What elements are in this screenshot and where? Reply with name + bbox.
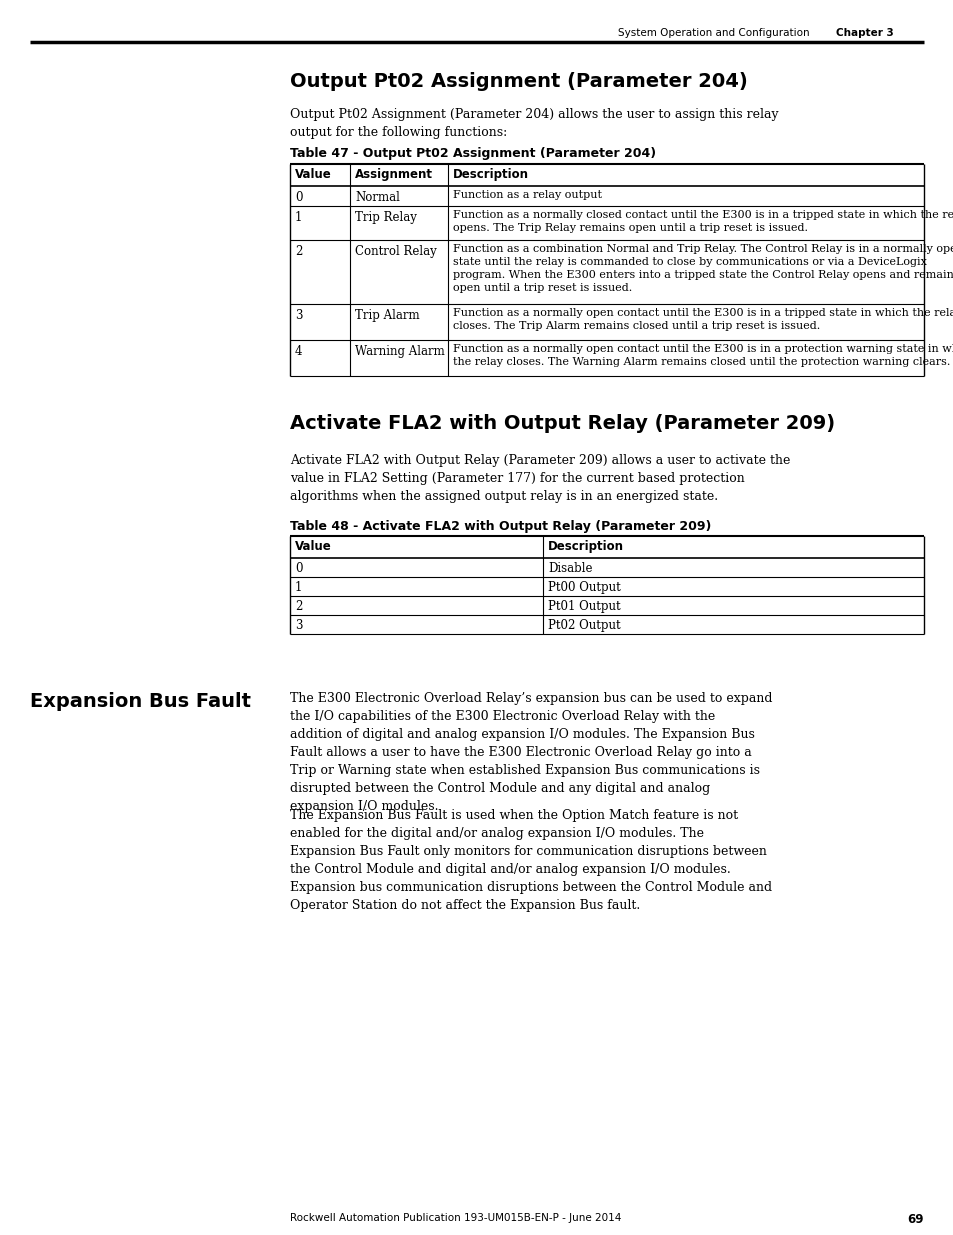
Text: Pt01 Output: Pt01 Output xyxy=(547,600,620,613)
Text: 1: 1 xyxy=(294,211,302,224)
Text: Rockwell Automation Publication 193-UM015B-EN-P - June 2014: Rockwell Automation Publication 193-UM01… xyxy=(290,1213,620,1223)
Text: 4: 4 xyxy=(294,345,302,358)
Text: Value: Value xyxy=(294,540,332,553)
Text: 3: 3 xyxy=(294,309,302,322)
Text: 2: 2 xyxy=(294,245,302,258)
Text: Function as a relay output: Function as a relay output xyxy=(453,190,601,200)
Text: Assignment: Assignment xyxy=(355,168,433,182)
Text: Output Pt02 Assignment (Parameter 204): Output Pt02 Assignment (Parameter 204) xyxy=(290,72,747,91)
Text: 3: 3 xyxy=(294,619,302,632)
Text: The Expansion Bus Fault is used when the Option Match feature is not
enabled for: The Expansion Bus Fault is used when the… xyxy=(290,809,771,913)
Text: Pt00 Output: Pt00 Output xyxy=(547,580,620,594)
Text: Pt02 Output: Pt02 Output xyxy=(547,619,620,632)
Text: Description: Description xyxy=(547,540,623,553)
Text: Output Pt02 Assignment (Parameter 204) allows the user to assign this relay
outp: Output Pt02 Assignment (Parameter 204) a… xyxy=(290,107,778,140)
Text: Warning Alarm: Warning Alarm xyxy=(355,345,444,358)
Text: System Operation and Configuration: System Operation and Configuration xyxy=(618,28,809,38)
Text: Control Relay: Control Relay xyxy=(355,245,436,258)
Text: Description: Description xyxy=(453,168,529,182)
Text: Function as a combination Normal and Trip Relay. The Control Relay is in a norma: Function as a combination Normal and Tri… xyxy=(453,245,953,293)
Text: Activate FLA2 with Output Relay (Parameter 209) allows a user to activate the
va: Activate FLA2 with Output Relay (Paramet… xyxy=(290,454,789,503)
Text: Table 47 - Output Pt02 Assignment (Parameter 204): Table 47 - Output Pt02 Assignment (Param… xyxy=(290,147,656,161)
Text: 0: 0 xyxy=(294,562,302,576)
Text: The E300 Electronic Overload Relay’s expansion bus can be used to expand
the I/O: The E300 Electronic Overload Relay’s exp… xyxy=(290,692,772,813)
Text: 69: 69 xyxy=(906,1213,923,1226)
Text: Expansion Bus Fault: Expansion Bus Fault xyxy=(30,692,251,711)
Text: Function as a normally closed contact until the E300 is in a tripped state in wh: Function as a normally closed contact un… xyxy=(453,210,953,233)
Text: 1: 1 xyxy=(294,580,302,594)
Text: Normal: Normal xyxy=(355,191,399,204)
Text: 0: 0 xyxy=(294,191,302,204)
Text: Function as a normally open contact until the E300 is in a tripped state in whic: Function as a normally open contact unti… xyxy=(453,308,953,331)
Text: Disable: Disable xyxy=(547,562,592,576)
Text: Trip Relay: Trip Relay xyxy=(355,211,416,224)
Text: Function as a normally open contact until the E300 is in a protection warning st: Function as a normally open contact unti… xyxy=(453,345,953,367)
Text: Trip Alarm: Trip Alarm xyxy=(355,309,419,322)
Text: Value: Value xyxy=(294,168,332,182)
Text: Table 48 - Activate FLA2 with Output Relay (Parameter 209): Table 48 - Activate FLA2 with Output Rel… xyxy=(290,520,711,534)
Text: 2: 2 xyxy=(294,600,302,613)
Text: Activate FLA2 with Output Relay (Parameter 209): Activate FLA2 with Output Relay (Paramet… xyxy=(290,414,834,433)
Text: Chapter 3: Chapter 3 xyxy=(835,28,893,38)
